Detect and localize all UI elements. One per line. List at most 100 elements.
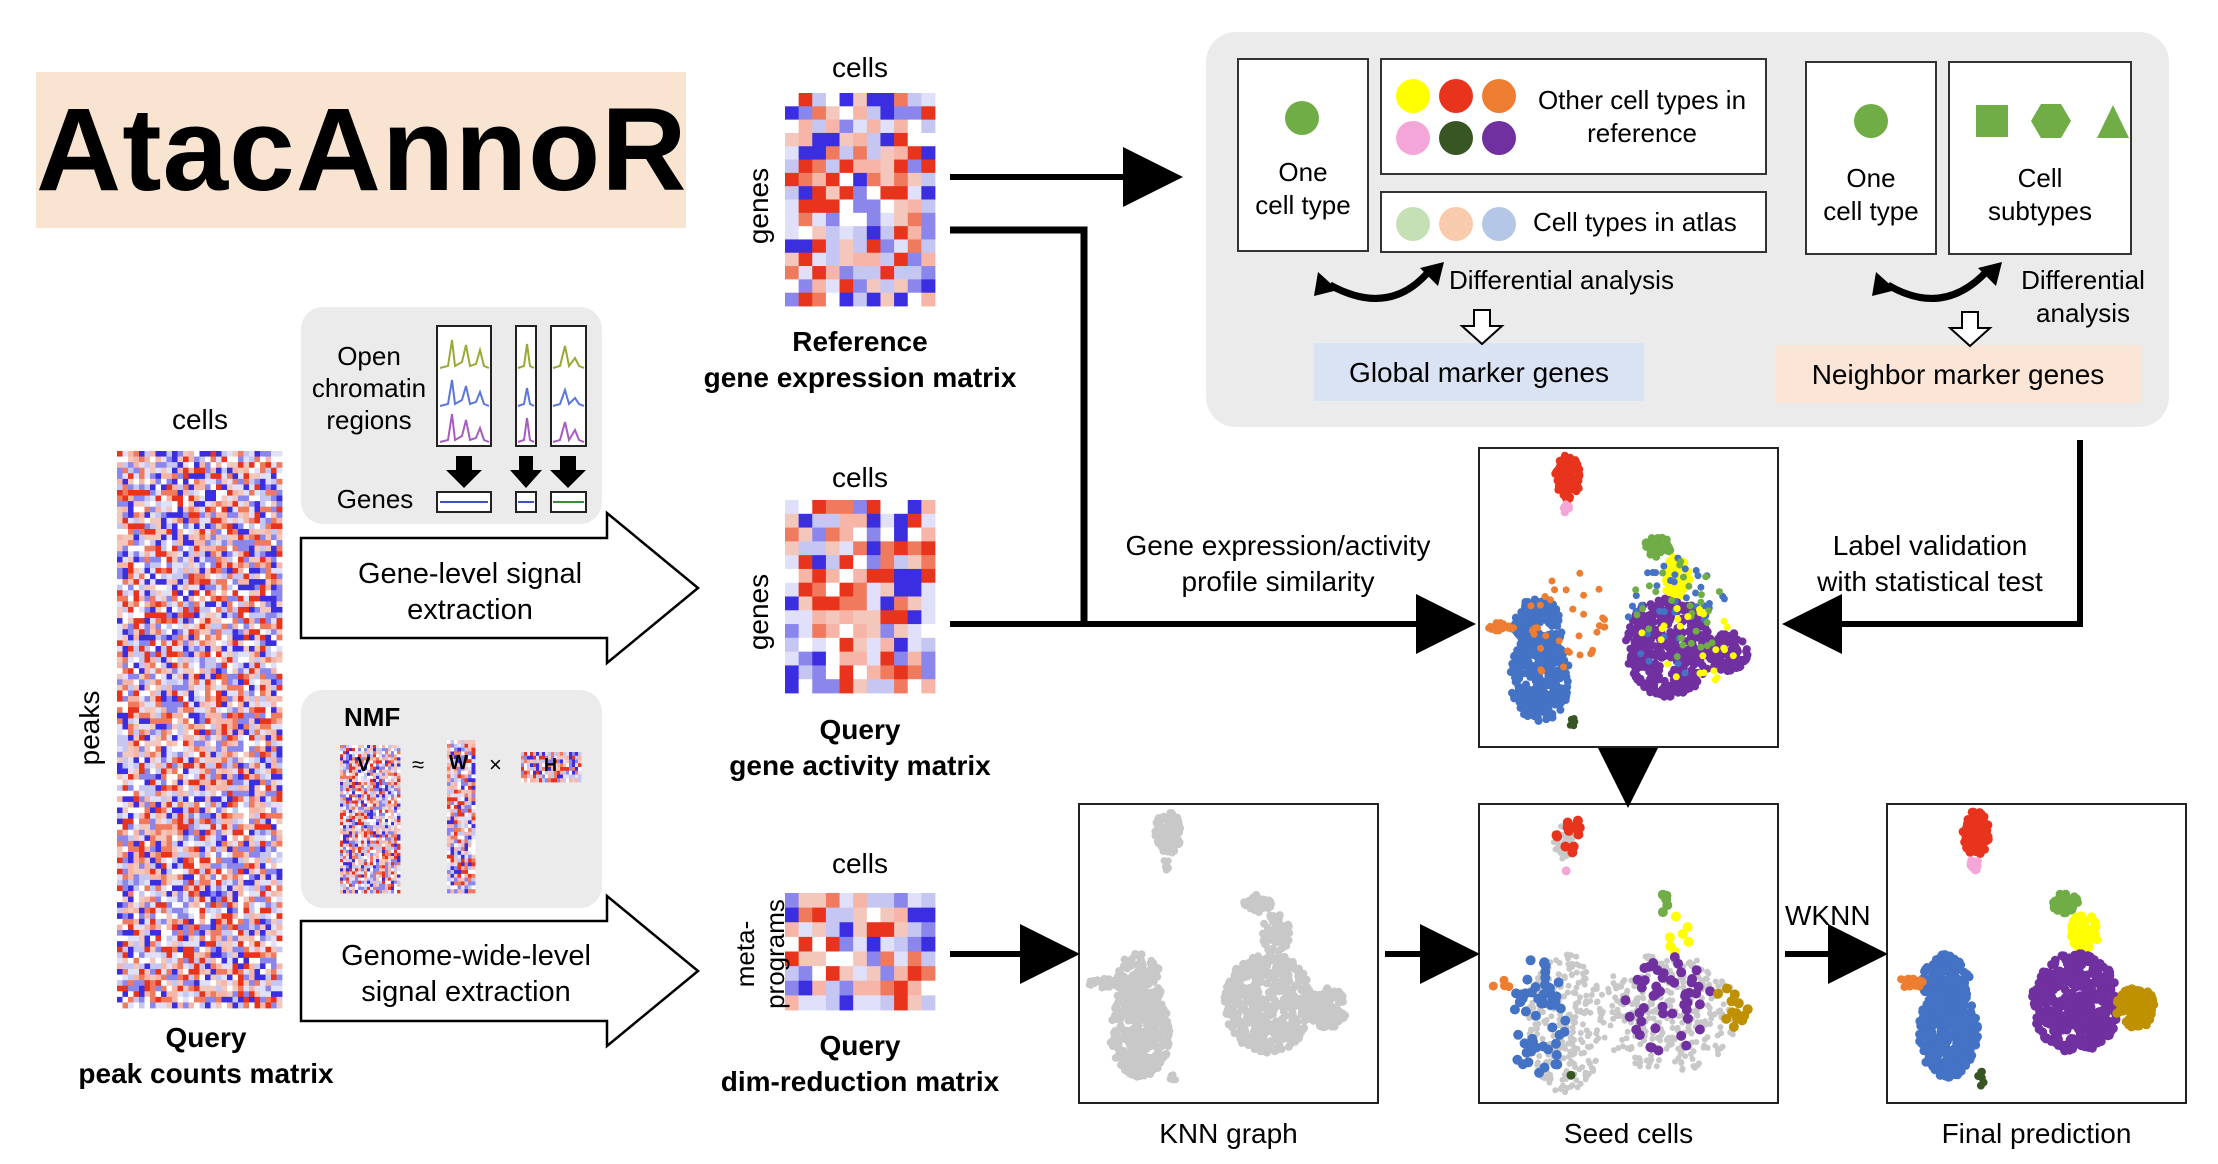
heatmap-cell: [271, 567, 277, 574]
heatmap-cell: [394, 763, 398, 767]
heatmap-cell: [880, 146, 895, 160]
heatmap-cell: [227, 618, 233, 625]
heatmap-cell: [205, 673, 211, 680]
heatmap-cell: [139, 645, 145, 652]
heatmap-cell: [394, 751, 398, 755]
heatmap-cell: [468, 831, 472, 837]
heatmap-cell: [238, 723, 244, 730]
heatmap-cell: [388, 865, 392, 869]
heatmap-cell: [355, 745, 359, 749]
heatmap-cell: [894, 186, 909, 200]
heatmap-cell: [183, 1002, 189, 1009]
heatmap-cell: [382, 806, 386, 811]
heatmap-cell: [367, 880, 371, 885]
heatmap-cell: [243, 540, 250, 547]
heatmap-cell: [358, 748, 362, 752]
heatmap-cell: [260, 618, 266, 625]
heatmap-cell: [210, 540, 217, 547]
heatmap-cell: [373, 874, 377, 878]
heatmap-cell: [166, 718, 173, 725]
heatmap-cell: [340, 852, 344, 857]
heatmap-cell: [194, 478, 200, 485]
heatmap-cell: [144, 612, 151, 619]
heatmap-cell: [172, 902, 178, 909]
heatmap-cell: [468, 835, 472, 840]
heatmap-cell: [205, 462, 211, 469]
heatmap-cell: [894, 610, 909, 625]
heatmap-cell: [839, 596, 854, 611]
heatmap-cell: [385, 837, 389, 841]
heatmap-cell: [471, 793, 476, 798]
heatmap-cell: [117, 718, 123, 725]
heatmap-cell: [839, 226, 854, 240]
heatmap-cell: [150, 930, 156, 936]
heatmap-cell: [183, 813, 189, 820]
heatmap-cell: [144, 512, 151, 519]
heatmap-cell: [457, 766, 462, 771]
heatmap-cell: [122, 534, 129, 541]
heatmap-cell: [349, 849, 353, 854]
heatmap-cell: [122, 545, 129, 552]
heatmap-cell: [450, 747, 455, 752]
heatmap-cell: [464, 793, 469, 798]
heatmap-cell: [216, 540, 222, 547]
heatmap-cell: [276, 824, 283, 831]
heatmap-cell: [265, 690, 272, 697]
heatmap-cell: [367, 822, 371, 826]
heatmap-cell: [260, 735, 266, 742]
heatmap-cell: [349, 877, 353, 882]
heatmap-cell: [352, 745, 356, 749]
heatmap-cell: [161, 657, 167, 664]
heatmap-cell: [471, 743, 476, 749]
heatmap-cell: [391, 852, 395, 857]
heatmap-cell: [361, 822, 365, 826]
heatmap-cell: [370, 825, 374, 829]
heatmap-cell: [150, 528, 156, 535]
heatmap-cell: [166, 545, 173, 552]
heatmap-cell: [880, 252, 895, 267]
heatmap-cell: [352, 846, 356, 851]
heatmap-cell: [376, 782, 380, 786]
heatmap-cell: [210, 740, 217, 747]
heatmap-cell: [921, 610, 936, 625]
heatmap-cell: [199, 707, 206, 714]
heatmap-cell: [352, 822, 356, 826]
heatmap-cell: [457, 824, 462, 829]
heatmap-cell: [880, 555, 895, 570]
heatmap-cell: [447, 801, 451, 806]
heatmap-cell: [812, 679, 827, 694]
heatmap-cell: [260, 473, 266, 480]
heatmap-cell: [367, 852, 371, 857]
heatmap-cell: [150, 818, 156, 825]
heatmap-cell: [144, 941, 151, 948]
heatmap-cell: [276, 963, 283, 970]
heatmap-cell: [551, 755, 555, 760]
heatmap-cell: [468, 743, 472, 749]
heatmap-cell: [385, 782, 389, 786]
heatmap-cell: [249, 757, 255, 764]
heatmap-cell: [921, 279, 936, 294]
heatmap-cell: [379, 748, 383, 752]
heatmap-cell: [139, 846, 145, 853]
heatmap-cell: [150, 534, 156, 541]
heatmap-cell: [249, 891, 255, 897]
heatmap-cell: [907, 93, 922, 107]
heatmap-cell: [391, 846, 395, 851]
heatmap-cell: [276, 467, 283, 474]
heatmap-cell: [397, 803, 401, 808]
chromatin-tracks: [436, 325, 587, 513]
heatmap-cell: [352, 815, 356, 820]
heatmap-cell: [166, 807, 173, 814]
heatmap-cell: [343, 800, 347, 804]
heatmap-cell: [128, 930, 134, 936]
heatmap-cell: [199, 835, 206, 842]
heatmap-cell: [379, 871, 383, 875]
heatmap-cell: [249, 495, 255, 502]
heatmap-cell: [373, 791, 377, 795]
heatmap-cell: [177, 930, 184, 936]
heatmap-cell: [232, 501, 239, 508]
heatmap-cell: [232, 918, 239, 925]
heatmap-cell: [199, 606, 206, 613]
heatmap-cell: [238, 612, 244, 619]
heatmap-cell: [379, 788, 383, 792]
